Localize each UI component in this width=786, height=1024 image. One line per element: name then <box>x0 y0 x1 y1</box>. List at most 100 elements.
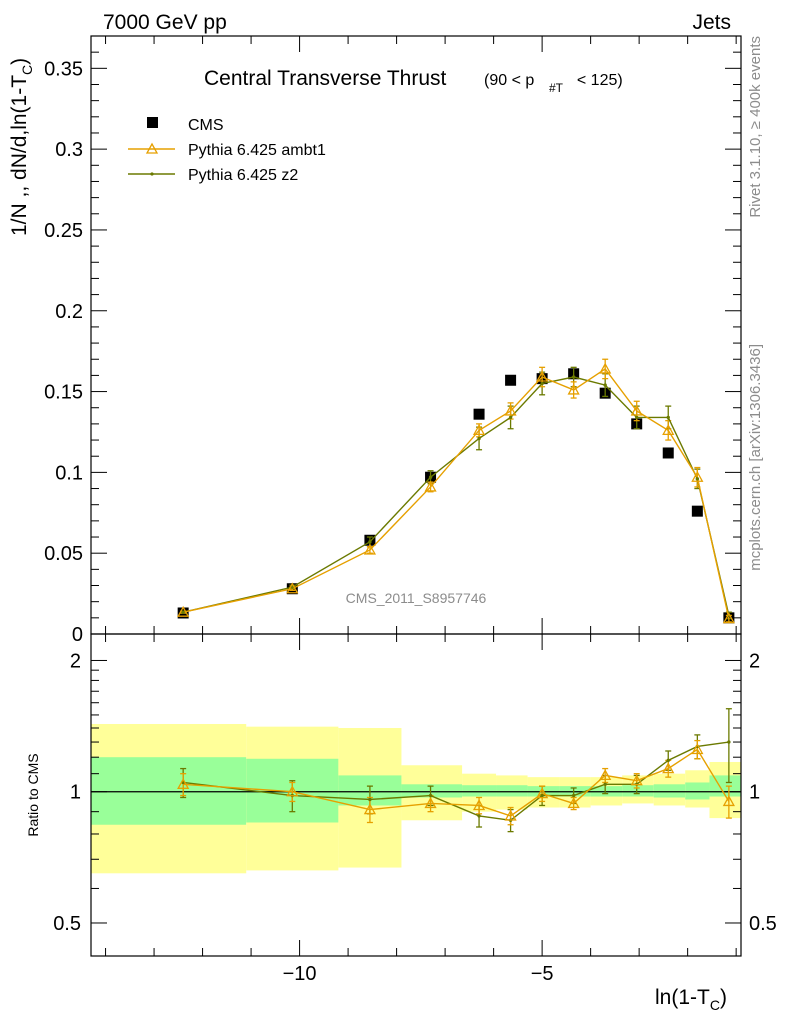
x-axis-label: ln(1-TC) <box>655 986 727 1013</box>
z2-data-point <box>477 436 481 441</box>
main-plot-marks <box>177 358 735 624</box>
z2-series-line <box>183 376 730 616</box>
z2-data-point <box>368 540 372 544</box>
mcplots-reference-label: mcplots.cern.ch [arXiv:1306.3436] <box>747 344 764 571</box>
main-y-axis-label: 1/N ,, dN/d,ln(1-TC) <box>8 58 35 236</box>
ratio-y-tick-label-right: 0.5 <box>749 913 777 935</box>
ratio-z2-point <box>540 793 544 798</box>
ratio-band-inner <box>653 784 686 798</box>
z2-data-point <box>666 415 670 420</box>
main-axis-ticks: 0 0.05 0.1 0.15 0.2 0.25 0.3 0.35 <box>44 35 741 646</box>
ratio-y-axis-label: Ratio to CMS <box>25 753 41 836</box>
x-axis-label-text: ln(1-TC) <box>655 986 727 1013</box>
ratio-band-inner <box>401 784 463 798</box>
y-tick-label: 0.05 <box>44 543 83 565</box>
z2-data-point <box>540 381 544 386</box>
ambt1-data-point <box>504 404 517 416</box>
ambt1-data-point <box>177 605 190 617</box>
cms-data-point <box>505 374 517 386</box>
ambt1-data-point <box>424 480 437 492</box>
ambt1-data-point <box>363 543 377 555</box>
legend-label-ambt1: Pythia 6.425 ambt1 <box>188 142 326 159</box>
ratio-band-inner <box>685 782 710 800</box>
x-tick-label: −10 <box>283 963 317 985</box>
plot-title-cut-pre: (90 < p <box>484 72 534 89</box>
z2-data-point <box>603 383 607 387</box>
main-y-axis-label-close: ) <box>8 58 31 65</box>
ratio-uncertainty-bands <box>91 723 741 874</box>
ratio-axis-ticks: 0.5 0.5 1 1 2 2 −10 −5 <box>53 634 777 985</box>
legend-label-cms: CMS <box>188 117 224 134</box>
y-tick-label: 0.25 <box>44 220 83 242</box>
watermark-label: CMS_2011_S8957746 <box>346 590 487 606</box>
ratio-band-inner <box>496 785 528 797</box>
plot-title-cut-sub: #T <box>549 81 564 95</box>
ratio-ambt1-point <box>177 777 190 789</box>
plot-title: Central Transverse Thrust <box>204 67 447 90</box>
main-y-axis-label-sub: C <box>19 65 35 75</box>
header-energy-label: 7000 GeV pp <box>103 11 227 34</box>
ratio-plot-frame <box>90 633 742 957</box>
ratio-ambt1-point <box>536 787 549 799</box>
y-tick-label: 0.2 <box>55 301 83 323</box>
ratio-band-inner <box>622 785 654 797</box>
ambt1-data-point <box>691 470 704 482</box>
ambt1-series-line <box>183 367 730 619</box>
rivet-version-label: Rivet 3.1.10, ≥ 400k events <box>747 36 764 218</box>
ratio-ambt1-point <box>691 743 704 755</box>
z2-data-point <box>635 415 639 420</box>
y-tick-label: 0.15 <box>44 382 83 404</box>
ratio-band-inner <box>462 785 497 797</box>
y-tick-label: 0.1 <box>55 462 83 484</box>
x-tick-label: −5 <box>531 963 554 985</box>
main-y-axis-label-main: 1/N ,, dN/d,ln(1-T <box>8 75 31 236</box>
y-tick-label: 0.3 <box>55 139 83 161</box>
ambt1-data-point <box>662 424 675 436</box>
ambt1-data-point <box>286 582 299 594</box>
ratio-z2-point <box>603 782 607 786</box>
z2-data-point <box>181 610 185 614</box>
ambt1-data-point <box>599 362 612 374</box>
plot-title-cut: (90 < p <box>484 72 534 89</box>
ratio-y-tick-label-right: 2 <box>749 650 760 672</box>
z2-data-point <box>571 375 576 379</box>
header-process-label: Jets <box>692 11 731 34</box>
ambt1-data-point <box>472 424 486 436</box>
legend-label-z2: Pythia 6.425 z2 <box>188 167 298 184</box>
ratio-ambt1-point <box>472 799 486 811</box>
ratio-y-tick-label-left: 1 <box>70 782 81 804</box>
ratio-z2-point <box>666 758 670 763</box>
y-tick-label: 0 <box>72 624 83 646</box>
legend-marker-z2 <box>150 172 154 176</box>
z2-data-point <box>695 477 700 481</box>
legend-marker-ambt1 <box>145 142 159 154</box>
ratio-ambt1-line <box>183 748 730 817</box>
ambt1-data-point <box>722 612 735 624</box>
ratio-y-tick-label-left: 2 <box>70 650 81 672</box>
legend-marker-cms <box>147 117 158 128</box>
ratio-ambt1-point <box>286 785 299 797</box>
ratio-plot-marks <box>177 708 735 833</box>
ratio-y-tick-label-right: 1 <box>749 782 760 804</box>
z2-data-point <box>428 475 433 479</box>
ambt1-data-point <box>567 383 580 395</box>
ratio-z2-point <box>571 793 576 798</box>
ambt1-data-point <box>536 370 549 382</box>
cms-data-point <box>662 447 674 459</box>
main-y-axis-label-text: 1/N ,, dN/d,ln(1-TC) <box>8 58 35 236</box>
ratio-z2-point <box>477 814 481 818</box>
ratio-ambt1-point <box>662 762 675 774</box>
ratio-band-inner <box>91 757 247 825</box>
ratio-ambt1-point <box>567 797 580 809</box>
ratio-ambt1-point <box>424 797 437 809</box>
legend: CMS Pythia 6.425 ambt1 Pythia 6.425 z2 <box>128 117 326 184</box>
x-axis-label-close: ) <box>720 986 727 1009</box>
ratio-z2-point <box>368 797 372 802</box>
ratio-ambt1-point <box>722 795 735 807</box>
plot-title-cut-post: < 125) <box>568 72 623 89</box>
ratio-z2-point <box>727 740 731 744</box>
ratio-ambt1-point <box>504 809 517 821</box>
cms-data-point <box>691 505 703 517</box>
ratio-ambt1-point <box>363 803 377 815</box>
